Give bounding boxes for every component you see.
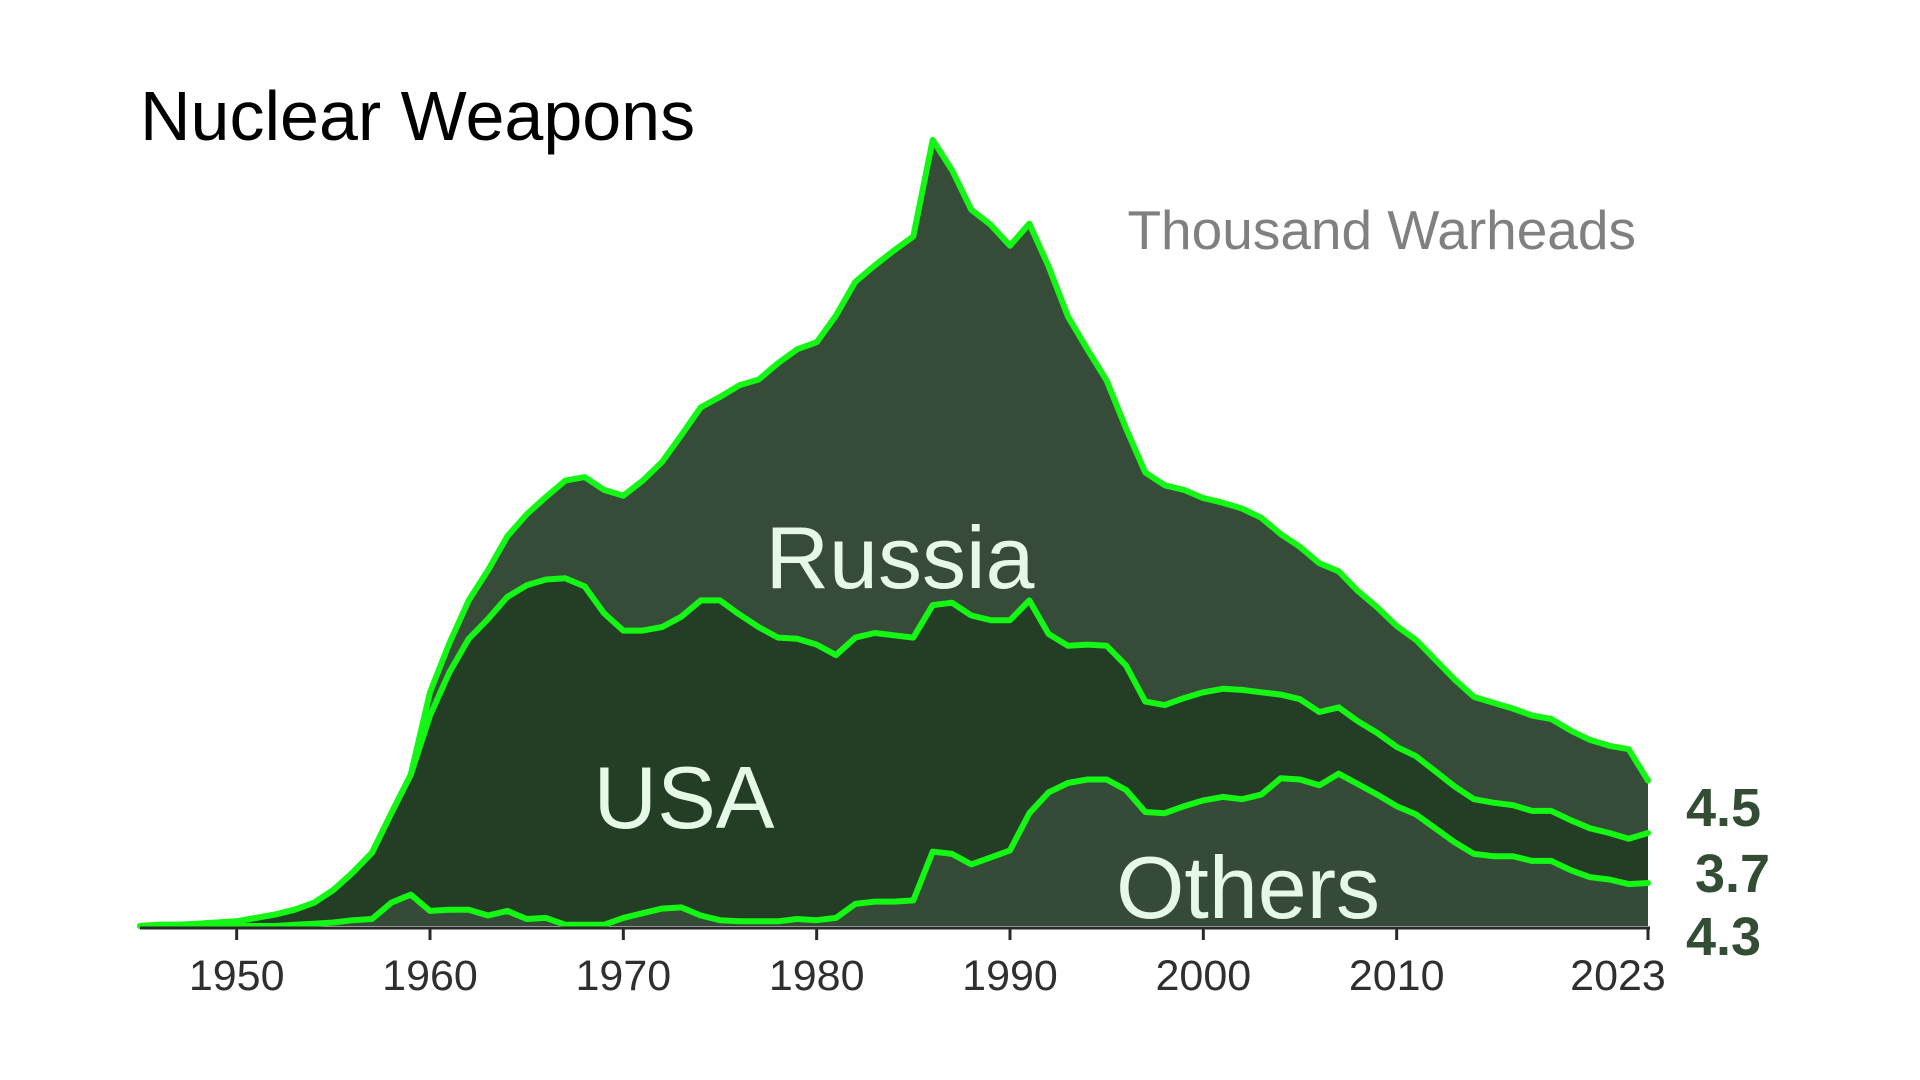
area-outlines	[137, 136, 1651, 929]
area-russia	[140, 139, 1648, 926]
area-usa	[140, 578, 1648, 926]
x-tick-label-2000: 2000	[1155, 952, 1251, 1000]
x-tick-label-1970: 1970	[575, 952, 671, 1000]
series-label-usa: USA	[594, 748, 775, 847]
x-tick-label-2023: 2023	[1570, 952, 1666, 1000]
outline-others	[137, 770, 1651, 929]
series-label-russia: Russia	[766, 508, 1035, 607]
x-axis-ticks: 1950 1960 1970 1980 1990 2000 2010 2023	[189, 928, 1666, 1000]
end-label-usa: 3.7	[1695, 844, 1770, 904]
end-label-others: 4.3	[1686, 907, 1761, 967]
x-tick-label-2010: 2010	[1349, 952, 1445, 1000]
x-tick-label-1960: 1960	[382, 952, 478, 1000]
x-tick-label-1990: 1990	[962, 952, 1058, 1000]
end-label-russia: 4.5	[1686, 778, 1761, 838]
area-others	[140, 773, 1648, 926]
chart-title: Nuclear Weapons	[140, 77, 695, 155]
x-tick-label-1980: 1980	[769, 952, 865, 1000]
series-label-others: Others	[1116, 838, 1380, 937]
unit-label: Thousand Warheads	[1127, 199, 1636, 261]
outline-russia	[137, 136, 1651, 929]
x-tick-label-1950: 1950	[189, 952, 285, 1000]
area-layers	[140, 139, 1648, 926]
